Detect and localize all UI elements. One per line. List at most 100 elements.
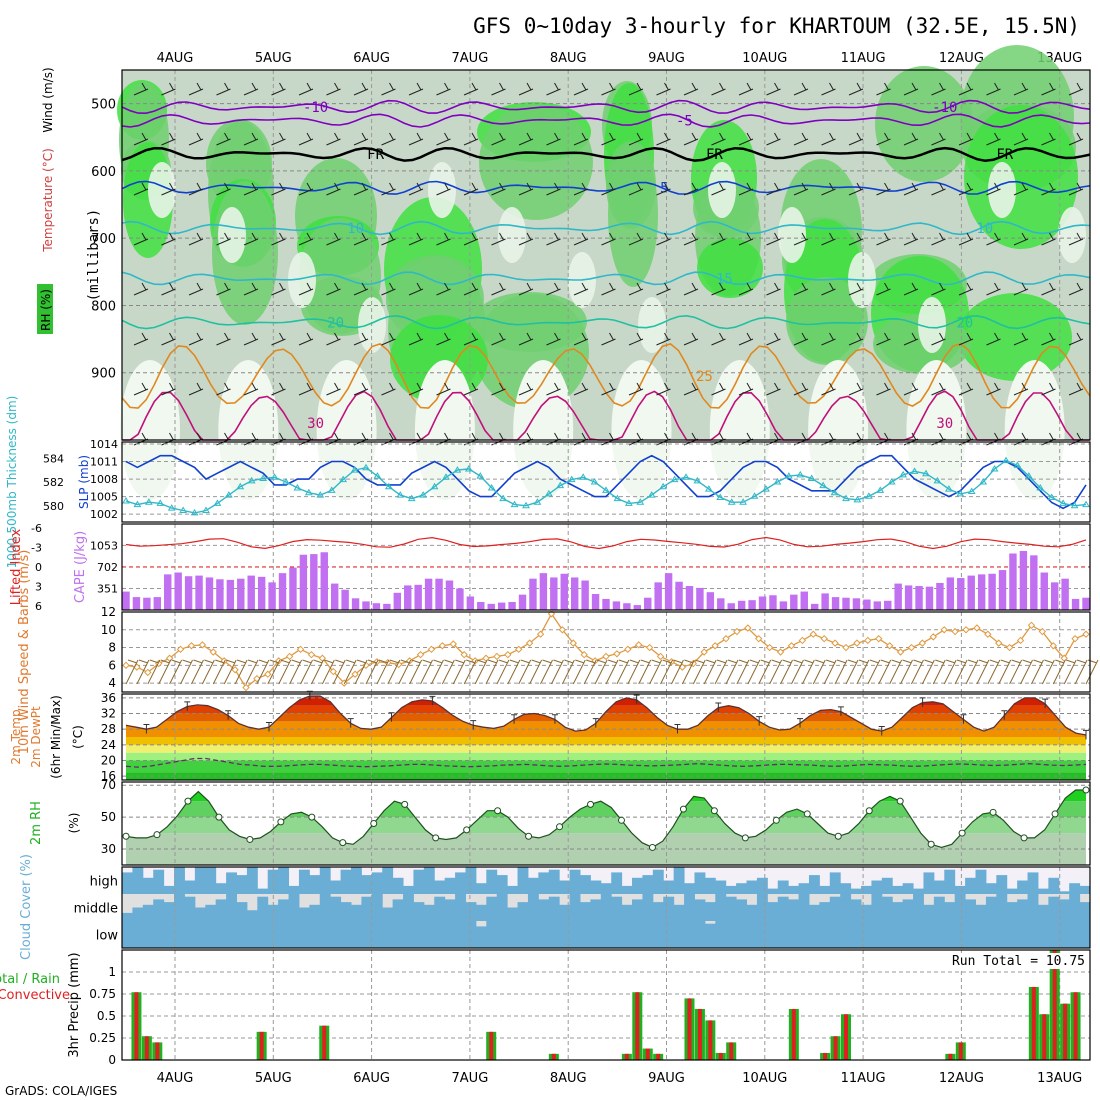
wind-barb (431, 659, 444, 685)
rh-point (617, 816, 625, 824)
cloud-bar (382, 921, 394, 948)
wind-barb (518, 332, 534, 346)
cloud-bar (309, 921, 321, 948)
cloud-bar (475, 904, 487, 921)
wind-barb (353, 382, 369, 396)
minmax-marker (592, 718, 599, 728)
wind-speed-point (896, 648, 905, 656)
wind-barb (518, 382, 534, 396)
wind-barb (212, 659, 226, 685)
wind-barb (298, 232, 314, 246)
cape-bar (1009, 553, 1017, 610)
cloud-bar (642, 875, 654, 894)
thickness-point (613, 494, 622, 502)
thickness-tick-label: 580 (43, 500, 64, 513)
wind-barb (583, 659, 597, 685)
wind-barb (420, 659, 433, 685)
convective-bar (551, 1053, 556, 1060)
cloud-bar (361, 921, 373, 948)
wind-barb (271, 282, 286, 296)
cloud-bar (913, 888, 924, 894)
wind-barb (656, 232, 671, 246)
rh-dry-area (808, 360, 869, 500)
cloud-bar (340, 902, 352, 921)
cloud-bar (236, 921, 248, 948)
wind-barb (1013, 332, 1029, 346)
cloud-bar (684, 894, 695, 921)
cloud-bar (371, 894, 383, 921)
cloud-bar (767, 902, 779, 921)
isotherm-label: 15 (716, 272, 733, 288)
y-tick-label: 30 (101, 842, 116, 856)
cape-bar (466, 596, 475, 610)
cloud-bar (298, 921, 310, 948)
wind-speed-point (940, 626, 948, 634)
isotherm-label: FR (367, 147, 384, 163)
minmax-marker (184, 701, 191, 711)
thickness-point (259, 474, 268, 481)
minmax-marker (143, 723, 150, 734)
rh-dry-area (778, 207, 806, 263)
cloud-bar (715, 894, 727, 921)
convective-bar (155, 1042, 160, 1060)
cloud-bar (1006, 921, 1018, 948)
wind-speed-point (755, 634, 763, 643)
wind-barb (216, 232, 231, 246)
wind-barb (326, 82, 341, 96)
y-tick-label: 4 (108, 676, 116, 690)
wind-barb (463, 82, 479, 96)
date-label-top: 7AUG (452, 51, 489, 66)
cloud-bar (278, 867, 290, 894)
cape-bar (623, 603, 631, 610)
cape-bar (184, 576, 193, 610)
cloud-bar (736, 921, 748, 948)
date-label-bottom: 9AUG (648, 1071, 685, 1086)
wind-barb (147, 659, 161, 685)
cape-bar (998, 570, 1007, 610)
wind-barb (736, 659, 750, 685)
wind-speed-point (198, 641, 207, 649)
cloud-bar (985, 921, 997, 948)
dewpt-axis-label: 2m DewPt (29, 706, 43, 768)
cloud-bar (871, 894, 883, 921)
wind-barb (298, 332, 314, 346)
thickness-point (819, 481, 828, 489)
wind-speed-point (853, 639, 861, 647)
wind-barb (931, 282, 946, 296)
wind-speed-point (427, 645, 436, 654)
cape-bar (195, 575, 203, 610)
cloud-bar (392, 877, 404, 894)
wind-speed-point (1038, 627, 1047, 636)
wind-barb (601, 232, 616, 246)
convective-bar (729, 1042, 734, 1060)
cloud-bar (392, 899, 404, 921)
wind-speed-point (536, 630, 545, 638)
cloud-bar (600, 894, 612, 921)
rh-dry-area (918, 297, 946, 353)
wind-barb (683, 132, 699, 146)
wind-barb (243, 382, 259, 396)
wind-speed-point (984, 630, 992, 638)
rh-dry-area (148, 162, 176, 218)
minmax-marker (837, 706, 844, 716)
cape-bar (539, 573, 548, 610)
wind-barb (436, 282, 451, 296)
convective-bar (656, 1053, 661, 1060)
rh-dry-area (709, 360, 770, 500)
rh-dry-area (288, 252, 316, 308)
wind-speed-point (362, 661, 370, 670)
cloud-bar (767, 888, 779, 894)
wind-barb (133, 182, 149, 196)
cloud-bar (434, 921, 446, 948)
wind-speed-point (864, 636, 872, 645)
minmax-marker (756, 716, 763, 726)
cloud-bar (392, 921, 404, 948)
wind-speed-point (122, 661, 130, 670)
cloud-bar (278, 899, 290, 921)
thickness-line (125, 459, 1087, 514)
rh-point (1082, 786, 1090, 794)
thickness-point (773, 478, 782, 485)
wind-barb (573, 82, 589, 96)
rh-moist-area (608, 143, 658, 287)
rh-point (246, 835, 254, 843)
